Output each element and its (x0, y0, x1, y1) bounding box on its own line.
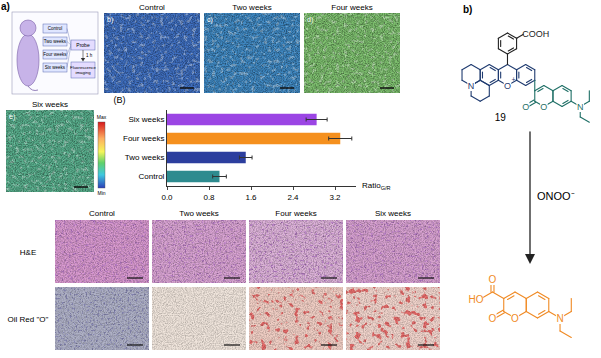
svg-text:Control: Control (89, 209, 115, 218)
svg-text:0.0: 0.0 (161, 193, 173, 202)
svg-text:N: N (577, 102, 584, 112)
svg-text:Four weeks: Four weeks (123, 134, 164, 143)
svg-text:Four weeks: Four weeks (331, 3, 372, 12)
svg-text:b): b) (107, 16, 113, 24)
svg-text:+: + (511, 76, 515, 83)
svg-text:a): a) (1, 1, 10, 12)
svg-text:3.2: 3.2 (329, 193, 341, 202)
svg-text:Two weeks: Two weeks (125, 153, 165, 162)
svg-text:Min: Min (97, 190, 105, 196)
svg-text:(B): (B) (113, 96, 125, 105)
svg-text:ONOO⁻: ONOO⁻ (537, 190, 575, 202)
svg-text:O: O (522, 102, 529, 112)
svg-text:e): e) (9, 113, 15, 121)
svg-text:O: O (489, 313, 497, 324)
svg-text:O: O (489, 274, 497, 285)
svg-text:Probe: Probe (76, 42, 90, 48)
svg-text:N: N (468, 81, 475, 91)
svg-text:1.6: 1.6 (245, 193, 257, 202)
svg-text:d): d) (307, 16, 313, 24)
svg-text:Control: Control (139, 172, 165, 181)
svg-text:Six weeks: Six weeks (128, 115, 164, 124)
svg-text:Two weeks: Two weeks (44, 39, 67, 44)
svg-text:imaging: imaging (75, 70, 91, 75)
svg-text:Four weeks: Four weeks (43, 52, 67, 57)
svg-text:O: O (504, 81, 511, 91)
svg-text:2.4: 2.4 (287, 193, 299, 202)
svg-text:19: 19 (495, 112, 507, 123)
svg-text:0.8: 0.8 (203, 193, 215, 202)
svg-text:O: O (511, 313, 519, 324)
svg-text:Six weeks: Six weeks (375, 209, 411, 218)
svg-text:N: N (556, 313, 563, 324)
svg-text:c): c) (207, 16, 213, 24)
svg-text:1 h: 1 h (86, 53, 93, 58)
svg-text:HO: HO (469, 294, 484, 305)
svg-text:Four weeks: Four weeks (275, 209, 316, 218)
svg-text:O: O (540, 102, 547, 112)
svg-text:H&E: H&E (20, 248, 36, 257)
svg-text:Six weeks: Six weeks (32, 100, 68, 109)
svg-text:Oil Red "O": Oil Red "O" (8, 315, 49, 324)
svg-text:Six weeks: Six weeks (45, 65, 66, 70)
svg-text:Max: Max (97, 114, 107, 120)
svg-text:COOH: COOH (522, 29, 549, 39)
svg-text:b): b) (463, 4, 472, 15)
svg-text:Ratio​G/R​: Ratio​G/R​ (362, 181, 391, 191)
svg-text:Two weeks: Two weeks (179, 209, 219, 218)
svg-text:Control: Control (139, 3, 165, 12)
svg-text:Fluorescence: Fluorescence (70, 64, 96, 70)
svg-text:Two weeks: Two weeks (232, 3, 272, 12)
svg-text:Control: Control (48, 26, 63, 31)
